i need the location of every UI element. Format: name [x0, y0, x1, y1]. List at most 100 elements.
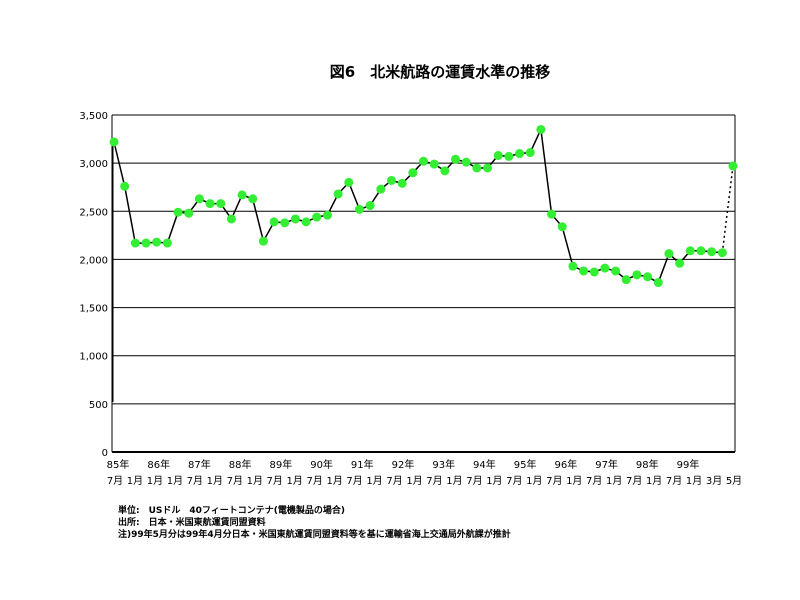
- data-point: [397, 178, 407, 188]
- x-year-label: 99年: [677, 458, 700, 471]
- x-axis-year-labels: 85年 86年 87年 88年 89年 90年 91年 92年 93年 94年 95年 96年 97年 9…: [107, 458, 700, 471]
- data-point: [269, 217, 279, 227]
- data-point: [621, 275, 631, 285]
- data-point: [162, 238, 172, 248]
- data-point: [728, 161, 738, 171]
- x-year-label: 96年: [554, 458, 577, 471]
- data-point: [557, 222, 567, 232]
- data-point: [579, 266, 589, 276]
- x-month-label: 7月: [426, 475, 442, 487]
- data-point: [589, 267, 599, 277]
- data-point: [280, 218, 290, 228]
- y-tick-label: 3,500: [79, 111, 108, 122]
- x-month-label: 1月: [446, 475, 462, 487]
- x-month-label: 1月: [287, 475, 303, 487]
- series-line-solid: [113, 126, 723, 284]
- data-point: [685, 246, 695, 256]
- x-month-label: 1月: [406, 475, 422, 487]
- data-point: [483, 163, 493, 173]
- data-point: [461, 157, 471, 167]
- x-month-label: 7月: [346, 475, 362, 487]
- y-tick-label: 500: [89, 400, 108, 411]
- x-year-label: 93年: [432, 458, 455, 471]
- x-month-label: 7月: [506, 475, 522, 487]
- data-point: [707, 247, 717, 257]
- data-point: [322, 210, 332, 220]
- data-point: [632, 270, 642, 280]
- data-point: [525, 148, 535, 158]
- data-point: [354, 204, 364, 214]
- x-month-label: 1月: [646, 475, 662, 487]
- data-point: [109, 137, 119, 147]
- data-point: [258, 236, 268, 246]
- data-point: [643, 272, 653, 282]
- y-tick-label: 2,000: [79, 255, 108, 266]
- data-point: [493, 150, 503, 160]
- y-tick-label: 3,000: [79, 159, 108, 170]
- x-year-label: 87年: [188, 458, 211, 471]
- x-month-label: 1月: [207, 475, 223, 487]
- y-tick-label: 0: [102, 448, 108, 459]
- x-year-label: 91年: [351, 458, 374, 471]
- x-month-label: 7月: [267, 475, 283, 487]
- y-tick-label: 1,000: [79, 352, 108, 363]
- data-point: [344, 177, 354, 187]
- data-point: [429, 159, 439, 169]
- data-point: [504, 151, 514, 161]
- note-source: 出所: 日本・米国東航運賃同盟資料: [118, 518, 266, 528]
- y-tick-label: 1,500: [79, 304, 108, 315]
- data-point: [120, 181, 130, 191]
- data-point: [205, 199, 215, 209]
- data-point: [664, 249, 674, 259]
- x-month-label: 1月: [566, 475, 582, 487]
- chart-title: 図6 北米航路の運賃水準の推移: [330, 63, 550, 81]
- data-point: [290, 214, 300, 224]
- x-axis-month-labels: 7月 1月 1月 1月 7月 1月 7月 1月 7月 1月 7月 1月 7月 1月 7月 1月 7月 1月 7月 1月…: [107, 475, 742, 487]
- x-year-label: 95年: [514, 458, 537, 471]
- x-month-label: 1月: [606, 475, 622, 487]
- data-point: [194, 194, 204, 204]
- data-point: [376, 184, 386, 194]
- data-point: [419, 156, 428, 166]
- data-point: [472, 163, 482, 173]
- data-point: [568, 261, 578, 271]
- data-point: [675, 258, 685, 268]
- x-year-label: 97年: [595, 458, 618, 471]
- x-year-label: 98年: [636, 458, 659, 471]
- data-point: [365, 201, 375, 211]
- data-point: [173, 207, 183, 217]
- data-points: [109, 124, 738, 288]
- x-month-label: 3月: [706, 475, 722, 487]
- x-month-label: 1月: [247, 475, 263, 487]
- x-year-label: 86年: [147, 458, 170, 471]
- x-month-label: 5月: [726, 475, 742, 487]
- x-month-label: 1月: [366, 475, 382, 487]
- data-point: [152, 237, 162, 247]
- data-point: [248, 194, 258, 204]
- x-month-label: 1月: [147, 475, 163, 487]
- y-axis-ticks: 0 500 1,000 1,500 2,000 2,500 3,000 3,500: [79, 111, 108, 459]
- x-month-label: 7月: [187, 475, 203, 487]
- x-month-label: 1月: [326, 475, 342, 487]
- data-point: [386, 175, 396, 185]
- x-month-label: 7月: [586, 475, 602, 487]
- x-year-label: 92年: [392, 458, 415, 471]
- x-month-label: 1月: [486, 475, 502, 487]
- data-point: [216, 199, 226, 209]
- data-point: [312, 212, 322, 222]
- x-month-label: 1月: [686, 475, 702, 487]
- data-point: [130, 238, 140, 248]
- x-month-label: 7月: [626, 475, 642, 487]
- data-point: [536, 124, 546, 134]
- x-month-label: 7月: [306, 475, 322, 487]
- data-point: [611, 266, 621, 276]
- x-month-label: 1月: [526, 475, 542, 487]
- data-point: [333, 189, 343, 199]
- series-line-estimated: [721, 165, 734, 253]
- x-year-label: 90年: [310, 458, 333, 471]
- x-month-label: 7月: [666, 475, 682, 487]
- note-remark: 注)99年5月分は99年4月分日本・米国東航運賃同盟資料等を基に運輸省海上交通局…: [118, 530, 511, 540]
- x-month-label: 7月: [107, 475, 123, 487]
- data-point: [515, 149, 525, 159]
